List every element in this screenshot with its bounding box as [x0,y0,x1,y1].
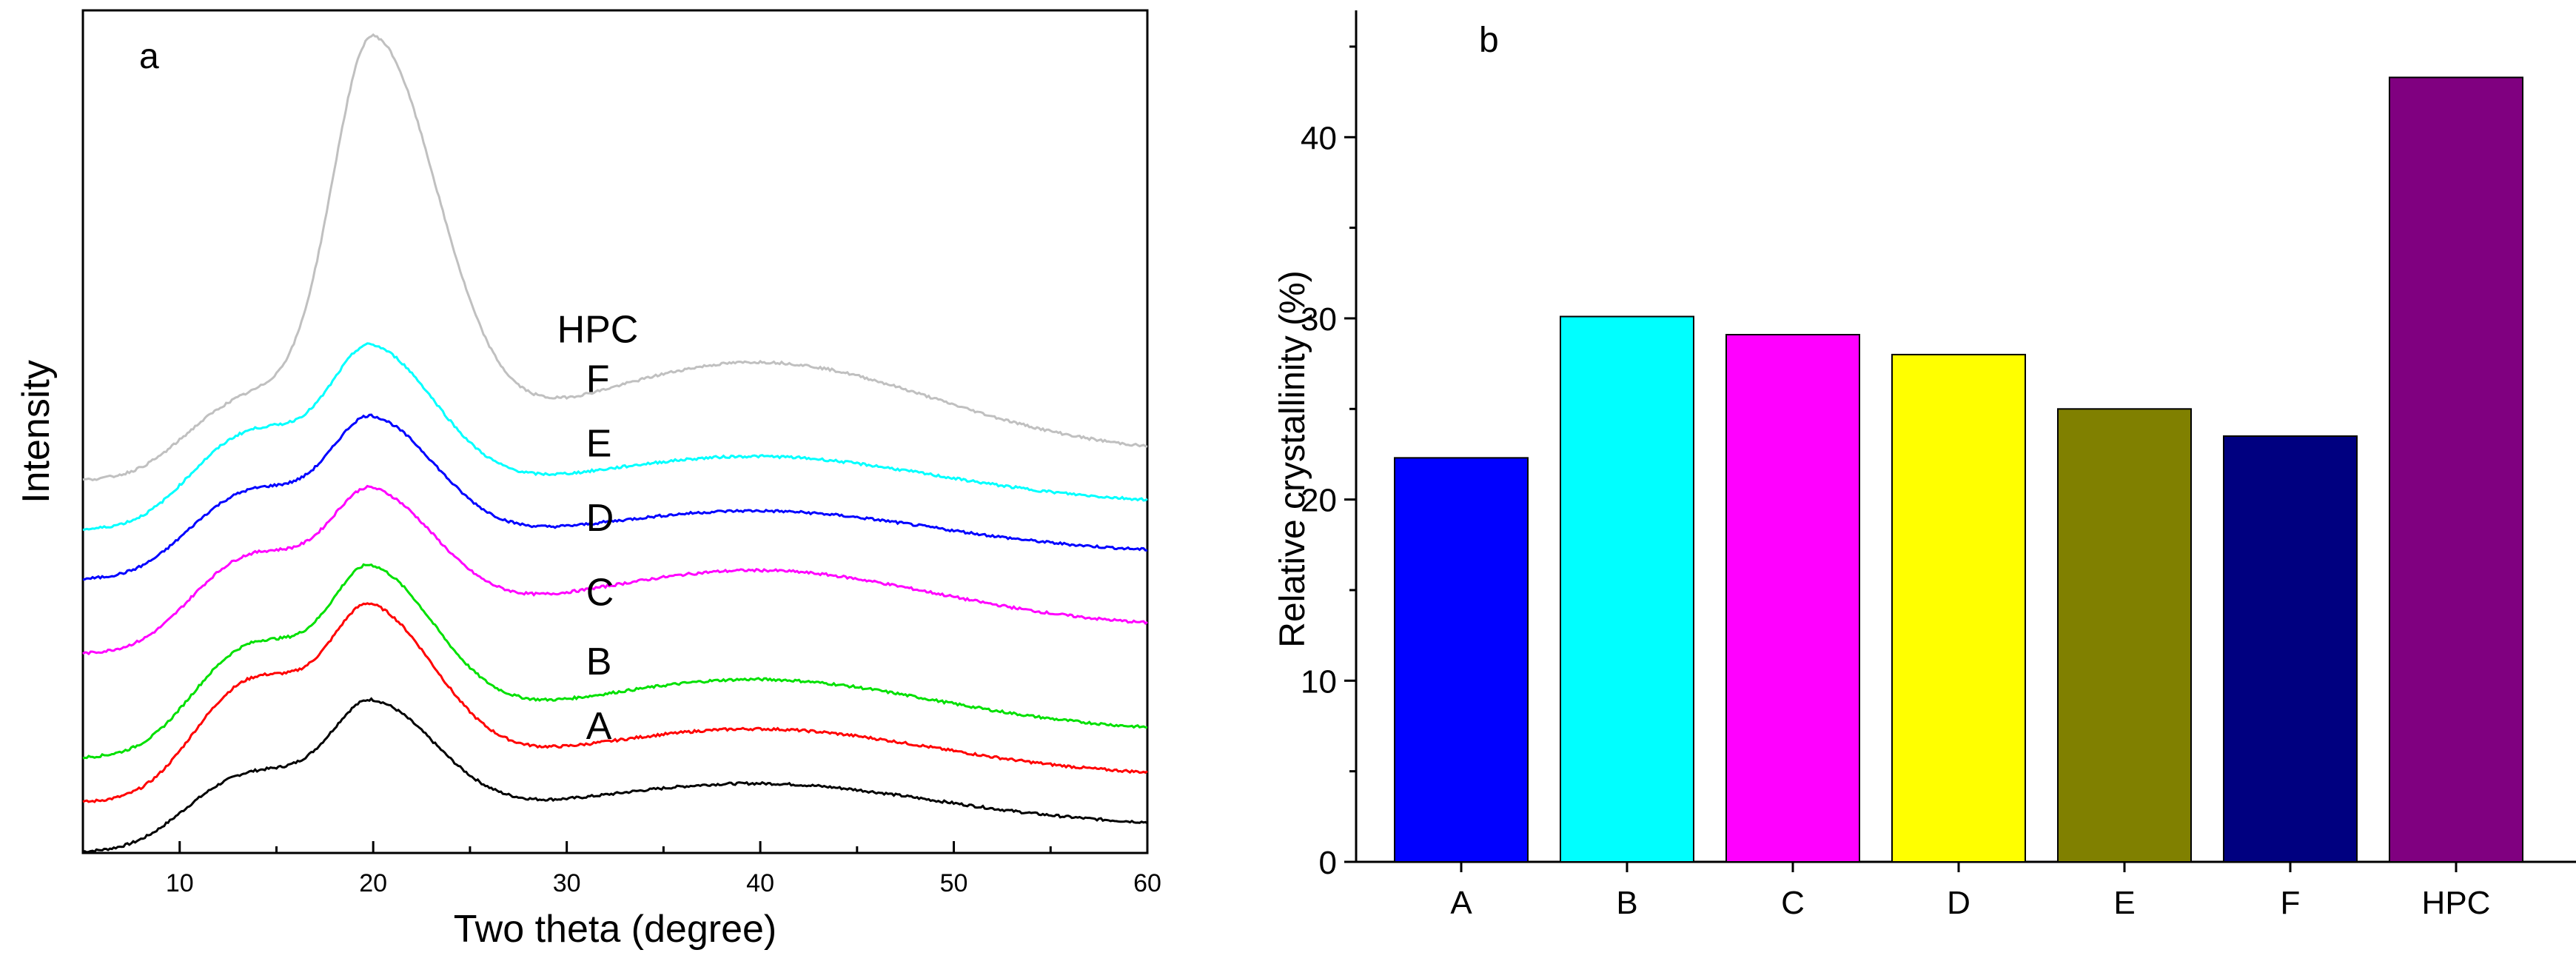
bar-category-label: C [1781,885,1805,921]
bar-a [1394,457,1529,863]
bar-y-tick-label: 30 [1301,301,1337,338]
xrd-line-f [82,342,1148,532]
xrd-panel-label: a [139,37,159,76]
bar-y-axis-title: Relative crystallinity (%) [1273,270,1312,647]
xrd-x-tick-label: 30 [553,869,581,897]
xrd-x-tick-label: 60 [1133,869,1161,897]
xrd-x-axis-title: Two theta (degree) [454,908,777,951]
bar-f [2223,435,2358,863]
bar-category-label: HPC [2422,885,2491,921]
xrd-series-group [82,33,1148,854]
xrd-plot-frame [81,9,1149,854]
bar-y-tick-label: 40 [1301,120,1337,156]
xrd-line-hpc [82,33,1148,482]
xrd-x-tick-label: 20 [359,869,387,897]
bar-group [1394,76,2523,863]
xrd-line-b [82,602,1148,803]
xrd-series-label: A [586,705,612,748]
xrd-x-axis: 10 20 30 40 50 60 [81,841,1161,897]
bar-hpc [2389,76,2523,863]
crystallinity-panel: 0 10 20 30 40 A B C D E F HPC b Relative crystalli… [1273,10,2576,921]
xrd-series-label: D [586,497,614,540]
bar-e [2057,408,2192,863]
xrd-line-e [82,413,1147,581]
xrd-series-label: B [586,640,612,683]
xrd-x-tick-label: 10 [166,869,194,897]
xrd-x-tick-label: 50 [940,869,968,897]
bar-y-tick-label: 20 [1301,483,1337,519]
bar-y-tick-label: 0 [1319,845,1337,881]
bar-d [1891,353,2026,863]
xrd-line-d [82,484,1148,656]
xrd-line-a [82,697,1148,854]
bar-category-label: D [1947,885,1970,921]
bar-x-axis: A B C D E F HPC [1450,862,2490,921]
xrd-series-label: F [586,358,610,401]
bar-category-label: E [2113,885,2135,921]
xrd-line-c [82,563,1148,760]
bar-category-label: B [1616,885,1637,921]
xrd-series-label: E [586,422,612,465]
bar-category-label: F [2281,885,2301,921]
bar-category-label: A [1450,885,1472,921]
bar-b [1560,315,1694,863]
bar-y-tick-label: 10 [1301,663,1337,700]
xrd-y-axis-title: Intensity [15,360,58,503]
xrd-series-label: C [586,571,614,614]
bar-y-axis: 0 10 20 30 40 [1301,45,1356,881]
xrd-series-label: HPC [557,309,639,352]
xrd-x-tick-label: 40 [746,869,774,897]
bar-panel-label: b [1479,21,1499,60]
bar-c [1725,333,1860,863]
